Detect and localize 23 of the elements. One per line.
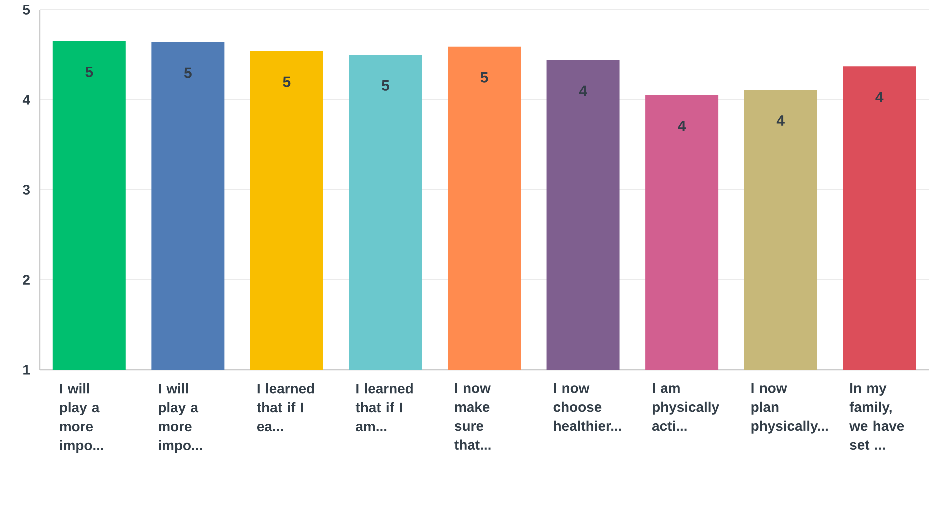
data-label: 4 (776, 116, 785, 126)
data-label: 4 (678, 121, 686, 132)
x-tick-label: I now choose healthier... (554, 384, 622, 432)
y-tick-label: 3 (23, 185, 30, 195)
y-tick-label: 4 (22, 95, 30, 105)
data-label: 4 (876, 92, 884, 102)
y-tick-label: 5 (23, 5, 30, 15)
y-tick-label: 2 (23, 275, 30, 285)
data-label: 5 (480, 72, 488, 83)
y-tick-label: 1 (24, 365, 30, 375)
x-tick-label: In my family, we have set ... (850, 384, 904, 450)
x-tick-label: I am physically acti... (652, 384, 720, 432)
x-tick-label: I now make sure that... (454, 384, 491, 450)
data-label: 4 (579, 86, 588, 96)
x-tick-label: I will play a more impo... (159, 384, 202, 454)
data-label: 5 (283, 76, 291, 88)
data-label: 5 (184, 68, 192, 78)
x-tick-label: I will play a more impo... (60, 384, 104, 454)
data-label: 5 (382, 80, 390, 91)
data-label: 5 (86, 67, 94, 78)
x-tick-label: I learned that if I ea... (257, 384, 314, 432)
x-tick-label: I now plan physically... (752, 384, 828, 434)
x-tick-label: I learned that if I am... (356, 384, 413, 432)
